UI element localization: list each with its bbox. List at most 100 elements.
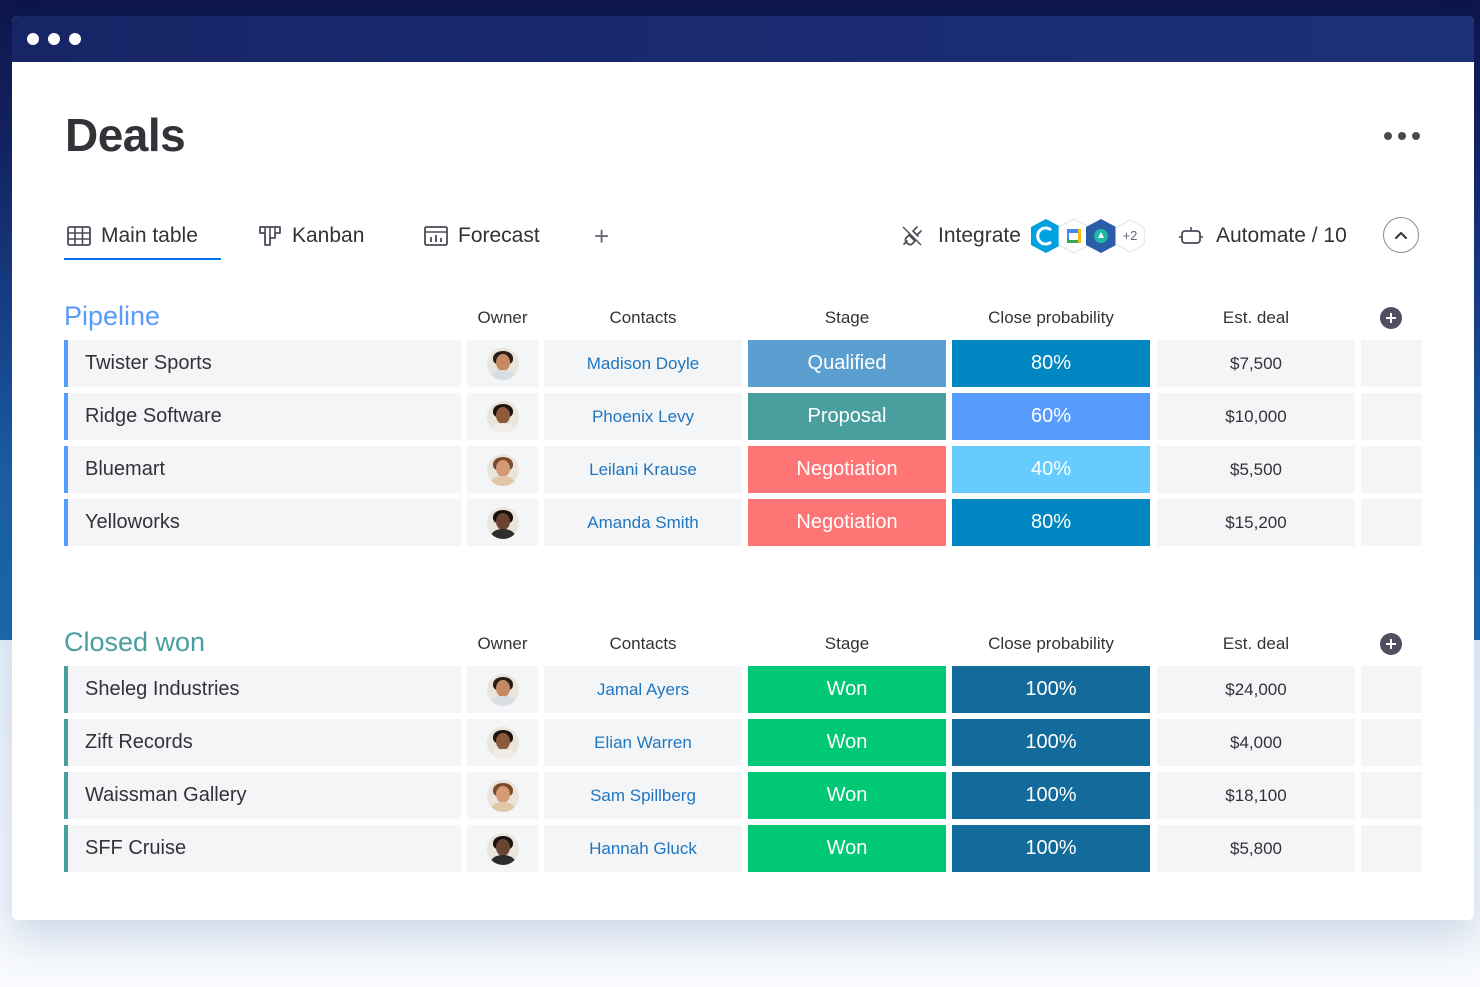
contact-link[interactable]: Elian Warren: [544, 719, 742, 766]
tab-main-table[interactable]: Main table: [67, 216, 198, 256]
avatar[interactable]: [486, 779, 519, 812]
automate-button[interactable]: Automate / 10: [1178, 216, 1347, 256]
table-row[interactable]: Twister Sports Madison Doyle Qualified 80% $…: [64, 340, 1422, 387]
probability-label[interactable]: 100%: [952, 825, 1150, 872]
item-name-cell[interactable]: Sheleg Industries: [64, 666, 461, 713]
column-header-contacts[interactable]: Contacts: [609, 634, 677, 653]
deal-value[interactable]: $15,200: [1157, 499, 1355, 546]
owner-cell[interactable]: [467, 772, 538, 819]
probability-label[interactable]: 40%: [952, 446, 1150, 493]
table-row[interactable]: Sheleg Industries Jamal Ayers Won 100% $24,0…: [64, 666, 1422, 713]
column-header-stage[interactable]: Stage: [824, 308, 870, 327]
window-dot-icon[interactable]: [27, 33, 39, 45]
stage-status-label[interactable]: Negotiation: [748, 446, 946, 493]
column-header-probability[interactable]: Close probability: [988, 634, 1114, 653]
item-name-cell[interactable]: Ridge Software: [64, 393, 461, 440]
probability-label[interactable]: 100%: [952, 719, 1150, 766]
avatar[interactable]: [486, 453, 519, 486]
collapse-header-button[interactable]: [1383, 217, 1419, 253]
deal-value[interactable]: $18,100: [1157, 772, 1355, 819]
add-view-button[interactable]: +: [594, 221, 610, 251]
integrate-button[interactable]: Integrate: [900, 216, 1021, 256]
probability-label[interactable]: 60%: [952, 393, 1150, 440]
stage-status-label[interactable]: Won: [748, 825, 946, 872]
item-name-cell[interactable]: Zift Records: [64, 719, 461, 766]
calendar-app-icon[interactable]: [1058, 218, 1090, 254]
avatar[interactable]: [486, 832, 519, 865]
owner-cell[interactable]: [467, 340, 538, 387]
item-name-cell[interactable]: Twister Sports: [64, 340, 461, 387]
probability-label[interactable]: 80%: [952, 499, 1150, 546]
item-name-cell[interactable]: Yelloworks: [64, 499, 461, 546]
column-header-probability[interactable]: Close probability: [988, 308, 1114, 327]
owner-cell[interactable]: [467, 719, 538, 766]
owner-cell[interactable]: [467, 499, 538, 546]
item-name-cell[interactable]: Bluemart: [64, 446, 461, 493]
tab-kanban[interactable]: Kanban: [258, 216, 364, 256]
item-name-cell[interactable]: SFF Cruise: [64, 825, 461, 872]
empty-cell[interactable]: [1361, 666, 1422, 713]
table-row[interactable]: Waissman Gallery Sam Spillberg Won 100% $18,…: [64, 772, 1422, 819]
stage-status-label[interactable]: Qualified: [748, 340, 946, 387]
window-dot-icon[interactable]: [69, 33, 81, 45]
deal-value[interactable]: $4,000: [1157, 719, 1355, 766]
table-row[interactable]: Zift Records Elian Warren Won 100% $4,000: [64, 719, 1422, 766]
more-integrations-badge[interactable]: +2: [1114, 219, 1146, 253]
probability-label[interactable]: 100%: [952, 772, 1150, 819]
empty-cell[interactable]: [1361, 499, 1422, 546]
probability-label[interactable]: 80%: [952, 340, 1150, 387]
empty-cell[interactable]: [1361, 772, 1422, 819]
deal-value[interactable]: $5,500: [1157, 446, 1355, 493]
owner-cell[interactable]: [467, 825, 538, 872]
stage-status-label[interactable]: Won: [748, 719, 946, 766]
table-row[interactable]: Ridge Software Phoenix Levy Proposal 60% $10…: [64, 393, 1422, 440]
avatar[interactable]: [486, 347, 519, 380]
more-options-button[interactable]: [1380, 124, 1424, 148]
empty-cell[interactable]: [1361, 393, 1422, 440]
column-header-owner[interactable]: Owner: [477, 308, 528, 327]
item-name-cell[interactable]: Waissman Gallery: [64, 772, 461, 819]
deal-value[interactable]: $24,000: [1157, 666, 1355, 713]
column-header-deal[interactable]: Est. deal: [1222, 634, 1290, 653]
empty-cell[interactable]: [1361, 340, 1422, 387]
column-header-stage[interactable]: Stage: [824, 634, 870, 653]
avatar[interactable]: [486, 400, 519, 433]
avatar[interactable]: [486, 506, 519, 539]
group-title-closed-won[interactable]: Closed won: [64, 627, 206, 657]
empty-cell[interactable]: [1361, 446, 1422, 493]
deal-value[interactable]: $7,500: [1157, 340, 1355, 387]
empty-cell[interactable]: [1361, 825, 1422, 872]
table-row[interactable]: SFF Cruise Hannah Gluck Won 100% $5,800: [64, 825, 1422, 872]
table-row[interactable]: Yelloworks Amanda Smith Negotiation 80% $15,…: [64, 499, 1422, 546]
deal-value[interactable]: $10,000: [1157, 393, 1355, 440]
column-header-deal[interactable]: Est. deal: [1222, 308, 1290, 327]
contact-link[interactable]: Jamal Ayers: [544, 666, 742, 713]
tab-forecast[interactable]: Forecast: [424, 216, 540, 256]
contact-link[interactable]: Phoenix Levy: [544, 393, 742, 440]
contact-link[interactable]: Hannah Gluck: [544, 825, 742, 872]
integration-app-icon[interactable]: [1030, 218, 1062, 254]
stage-status-label[interactable]: Negotiation: [748, 499, 946, 546]
avatar[interactable]: [486, 726, 519, 759]
group-title-pipeline[interactable]: Pipeline: [64, 301, 161, 331]
contact-link[interactable]: Amanda Smith: [544, 499, 742, 546]
empty-cell[interactable]: [1361, 719, 1422, 766]
contact-link[interactable]: Sam Spillberg: [544, 772, 742, 819]
column-header-owner[interactable]: Owner: [477, 634, 528, 653]
avatar[interactable]: [486, 673, 519, 706]
column-header-contacts[interactable]: Contacts: [609, 308, 677, 327]
stage-status-label[interactable]: Proposal: [748, 393, 946, 440]
probability-label[interactable]: 100%: [952, 666, 1150, 713]
owner-cell[interactable]: [467, 393, 538, 440]
owner-cell[interactable]: [467, 666, 538, 713]
contact-link[interactable]: Madison Doyle: [544, 340, 742, 387]
integration-app-icon[interactable]: [1085, 218, 1117, 254]
owner-cell[interactable]: [467, 446, 538, 493]
stage-status-label[interactable]: Won: [748, 772, 946, 819]
add-column-button[interactable]: [1380, 633, 1402, 655]
contact-link[interactable]: Leilani Krause: [544, 446, 742, 493]
stage-status-label[interactable]: Won: [748, 666, 946, 713]
window-dot-icon[interactable]: [48, 33, 60, 45]
table-row[interactable]: Bluemart Leilani Krause Negotiation 40% $5,5…: [64, 446, 1422, 493]
deal-value[interactable]: $5,800: [1157, 825, 1355, 872]
